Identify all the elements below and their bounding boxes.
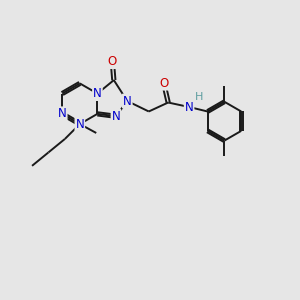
Text: O: O — [159, 76, 168, 90]
Text: N: N — [76, 118, 84, 130]
Text: H: H — [194, 92, 203, 102]
Text: N: N — [112, 110, 120, 123]
Text: O: O — [108, 55, 117, 68]
Text: N: N — [185, 100, 194, 113]
Text: N: N — [93, 87, 102, 100]
Text: N: N — [58, 107, 67, 120]
Text: N: N — [123, 94, 132, 107]
